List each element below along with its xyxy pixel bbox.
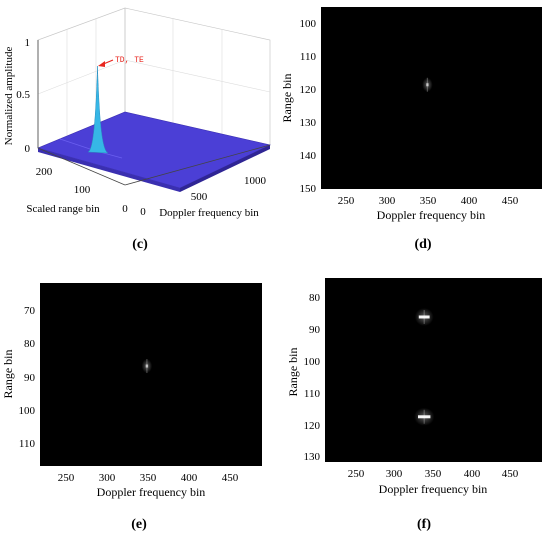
x-tick-label: 400 [181, 472, 198, 484]
x-tick-label: 250 [58, 472, 75, 484]
annotation-arrowhead [98, 61, 105, 67]
y-tick-label: 90 [24, 372, 36, 384]
surface-peak [87, 65, 109, 154]
y-tick-label: 140 [300, 150, 317, 162]
ticks-f: 80 90 100 110 120 130 250 300 350 400 45… [304, 292, 519, 480]
x-tick-label: 300 [379, 195, 396, 207]
y-tick-label: 200 [36, 166, 53, 178]
y-tick-label: 110 [19, 438, 36, 450]
x-tick-label: 500 [191, 191, 208, 203]
target-point [145, 364, 149, 368]
x-tick-label: 350 [140, 472, 157, 484]
y-tick-label: 100 [19, 405, 36, 417]
panel-d: 100 110 120 130 140 150 250 300 350 400 … [280, 7, 542, 252]
plot-area-f [325, 278, 542, 462]
x-tick-label: 400 [464, 468, 481, 480]
x-tick-label: 0 [140, 206, 146, 218]
y-tick-label: 100 [300, 18, 317, 30]
x-tick-label: 350 [425, 468, 442, 480]
target-point [426, 83, 429, 87]
x-tick-label: 450 [502, 195, 519, 207]
x-tick-label: 1000 [244, 175, 267, 187]
z-tick-label: 0 [25, 143, 31, 155]
ticks-d: 100 110 120 130 140 150 250 300 350 400 … [300, 18, 519, 207]
z-axis-label: Normalized amplitude [3, 47, 15, 146]
y-tick-label: 80 [24, 338, 36, 350]
y-tick-label: 70 [24, 305, 36, 317]
plot-area-d [321, 7, 542, 189]
y-tick-label: 100 [74, 184, 91, 196]
target-point [418, 315, 430, 319]
y-axis-label: Scaled range bin [26, 203, 100, 215]
y-axis-label-f: Range bin [286, 348, 300, 397]
grid-line [124, 59, 271, 93]
y-axis-label-e: Range bin [1, 350, 15, 399]
x-tick-label: 450 [502, 468, 519, 480]
plot-area-e [40, 283, 262, 466]
x-tick-label: 300 [386, 468, 403, 480]
surface-front-left [38, 148, 180, 192]
x-axis-label-f: Doppler frequency bin [379, 482, 488, 496]
x-tick-label: 300 [99, 472, 116, 484]
x-axis-label-e: Doppler frequency bin [97, 485, 206, 499]
y-tick-label: 130 [300, 117, 317, 129]
y-tick-label: 130 [304, 451, 321, 463]
caption-d: (d) [414, 237, 431, 252]
x-tick-label: 350 [420, 195, 437, 207]
y-tick-label: 120 [304, 420, 321, 432]
panel-f: 80 90 100 110 120 130 250 300 350 400 45… [286, 278, 542, 532]
y-tick-label: 0 [122, 203, 128, 215]
target-point [418, 415, 431, 419]
x-tick-label: 450 [222, 472, 239, 484]
y-tick-label: 90 [309, 324, 321, 336]
y-tick-label: 150 [300, 183, 317, 195]
y-tick-label: 120 [300, 84, 317, 96]
x-axis-label: Doppler frequency bin [159, 207, 259, 219]
peak-annotation: TD, TE [115, 56, 144, 65]
surface-front-right [180, 145, 270, 192]
y-tick-label: 110 [300, 51, 317, 63]
z-tick-label: 1 [25, 37, 31, 49]
heatmap-targets-d [422, 77, 433, 92]
heatmap-targets-e [141, 359, 153, 374]
heatmap-targets-f [414, 307, 435, 426]
ticks-e: 70 80 90 100 110 250 300 350 400 450 [19, 305, 239, 484]
panel-e: 70 80 90 100 110 250 300 350 400 450 Ran… [1, 283, 262, 532]
x-tick-label: 250 [338, 195, 355, 207]
y-tick-label: 80 [309, 292, 321, 304]
y-axis-label-d: Range bin [280, 74, 294, 123]
x-axis-label-d: Doppler frequency bin [377, 208, 486, 222]
y-tick-label: 110 [304, 388, 321, 400]
x-tick-label: 250 [348, 468, 365, 480]
panel-c: 1 0.5 0 200 100 0 0 500 1000 Normalized … [3, 7, 271, 252]
y-tick-label: 100 [304, 356, 321, 368]
grid-line [37, 59, 126, 95]
y-axis [37, 147, 126, 186]
x-axis [124, 144, 271, 186]
x-tick-label: 400 [461, 195, 478, 207]
caption-c: (c) [132, 237, 148, 252]
caption-f: (f) [417, 517, 431, 532]
caption-e: (e) [131, 517, 147, 532]
z-tick-label: 0.5 [16, 89, 30, 101]
